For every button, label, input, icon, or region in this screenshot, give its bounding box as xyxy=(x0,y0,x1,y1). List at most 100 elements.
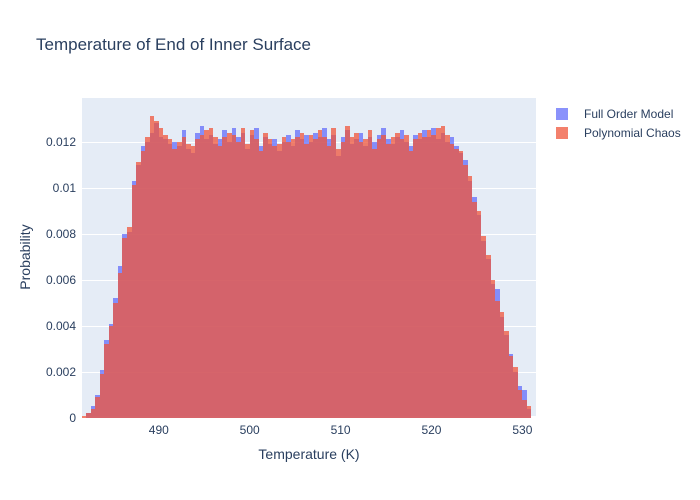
histogram-bar xyxy=(477,211,481,418)
plot-area[interactable] xyxy=(82,98,536,418)
y-axis-title: Probability xyxy=(17,224,33,290)
legend: Full Order Model Polynomial Chaos xyxy=(556,104,681,142)
histogram-bar xyxy=(504,331,509,418)
histogram-bar xyxy=(104,344,109,418)
histogram-bar xyxy=(268,139,272,418)
histogram-bar xyxy=(481,236,486,418)
x-tick-label: 490 xyxy=(148,423,169,437)
histogram-bar xyxy=(100,374,104,418)
histogram-bar xyxy=(241,128,245,418)
histogram-bar xyxy=(386,144,391,418)
histogram-bar xyxy=(472,202,477,418)
x-tick-label: 530 xyxy=(512,423,533,437)
histogram-bar xyxy=(522,400,527,418)
legend-item-full-order-model[interactable]: Full Order Model xyxy=(556,104,681,123)
histogram-bar xyxy=(86,413,91,418)
histogram-bar xyxy=(263,133,268,418)
histogram-bar xyxy=(82,416,86,418)
x-tick-label: 510 xyxy=(330,423,351,437)
histogram-bar xyxy=(468,176,472,418)
histogram-bar xyxy=(322,137,327,418)
histogram-bar xyxy=(141,151,145,418)
histogram-bar xyxy=(345,126,350,418)
histogram-bar xyxy=(150,116,154,418)
histogram-bar xyxy=(195,139,200,418)
histogram-bar xyxy=(409,151,413,418)
histogram-bar xyxy=(495,301,500,418)
histogram-bar xyxy=(459,151,463,418)
histogram-bar xyxy=(95,397,100,418)
series-layer-1 xyxy=(82,98,536,418)
histogram-bar xyxy=(309,135,313,418)
histogram-bar xyxy=(336,149,341,418)
y-tick-label: 0.012 xyxy=(45,134,76,149)
histogram-bar xyxy=(359,142,363,418)
x-axis-title: Temperature (K) xyxy=(258,446,360,462)
histogram-bar xyxy=(282,137,286,418)
histogram-bar xyxy=(509,356,513,418)
legend-label: Polynomial Chaos xyxy=(584,125,681,140)
histogram-bar xyxy=(286,142,291,418)
histogram-bar xyxy=(295,137,300,418)
histogram-bar xyxy=(163,135,168,418)
histogram-bar xyxy=(500,312,504,418)
histogram-bar xyxy=(159,128,163,418)
histogram-bar xyxy=(413,139,418,418)
chart-title: Temperature of End of Inner Surface xyxy=(36,35,311,54)
histogram-bar xyxy=(218,146,222,418)
histogram-bar xyxy=(227,133,232,418)
histogram-bar xyxy=(450,144,454,418)
histogram-bar xyxy=(331,128,336,418)
histogram-bar xyxy=(213,137,218,418)
histogram-bar xyxy=(381,135,386,418)
histogram-bar xyxy=(109,326,113,418)
histogram-bar xyxy=(454,149,459,418)
histogram-bar xyxy=(518,390,522,418)
histogram-bar xyxy=(527,406,531,418)
histogram-bar xyxy=(113,303,118,418)
histogram-bar xyxy=(127,227,132,418)
histogram-bar xyxy=(354,133,359,418)
histogram-bar xyxy=(445,135,450,418)
histogram-bar xyxy=(368,130,372,418)
histogram-bar xyxy=(245,144,250,418)
histogram-bar xyxy=(132,185,136,418)
histogram-bar xyxy=(154,121,159,418)
histogram-bar xyxy=(350,137,354,418)
histogram-bar xyxy=(404,135,409,418)
x-tick-label: 520 xyxy=(421,423,442,437)
histogram-bar xyxy=(422,137,427,418)
full-order-model-swatch-icon xyxy=(556,107,568,120)
histogram-bar xyxy=(254,139,259,418)
histogram-bar xyxy=(182,137,186,418)
y-tick-label: 0.01 xyxy=(52,180,76,195)
histogram-bar xyxy=(313,139,318,418)
histogram-bar xyxy=(191,146,195,418)
histogram-bar xyxy=(431,135,436,418)
histogram-bar xyxy=(377,139,381,418)
histogram-bar xyxy=(168,139,172,418)
histogram-bar xyxy=(391,137,395,418)
y-tick-label: 0.006 xyxy=(45,272,76,287)
histogram-bar xyxy=(372,149,377,418)
histogram-bar xyxy=(486,255,491,418)
histogram-bar xyxy=(304,144,309,418)
histogram-bar xyxy=(236,142,241,418)
polynomial-chaos-swatch-icon xyxy=(556,126,568,139)
legend-item-polynomial-chaos[interactable]: Polynomial Chaos xyxy=(556,123,681,142)
histogram-bar xyxy=(300,133,304,418)
histogram-bar xyxy=(91,409,95,418)
histogram-bar xyxy=(327,146,331,418)
histogram-bar xyxy=(363,139,368,418)
histogram-bar xyxy=(250,130,254,418)
histogram-bar xyxy=(277,144,282,418)
histogram-bar xyxy=(222,137,227,418)
histogram-bar xyxy=(177,142,182,418)
histogram-bar xyxy=(463,165,468,418)
y-tick-label: 0.004 xyxy=(45,318,76,333)
histogram-bar xyxy=(186,144,191,418)
histogram-bar xyxy=(400,139,404,418)
histogram-bar xyxy=(136,162,141,418)
histogram-bar xyxy=(259,151,263,418)
